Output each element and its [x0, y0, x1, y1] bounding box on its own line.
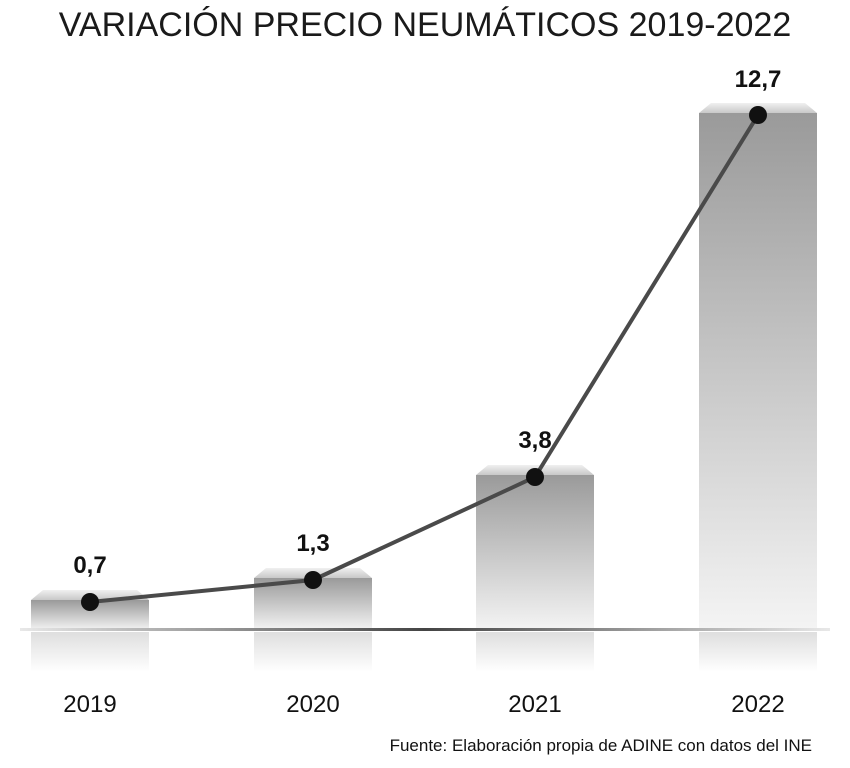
- bar-2019: [31, 590, 149, 672]
- category-label: 2019: [63, 691, 116, 718]
- bar-2022: [699, 103, 817, 672]
- category-label: 2020: [286, 691, 339, 718]
- point-2021: [526, 468, 544, 486]
- category-label: 2022: [731, 691, 784, 718]
- chart-title: VARIACIÓN PRECIO NEUMÁTICOS 2019-2022: [58, 6, 792, 44]
- baseline: [20, 628, 830, 631]
- data-label: 12,7: [735, 66, 782, 93]
- data-label: 3,8: [518, 427, 551, 454]
- bar-line-chart: 2019 0,7 2020 1,3 2021 3,8 2022 12,7: [20, 66, 830, 718]
- point-2019: [81, 593, 99, 611]
- point-2020: [304, 571, 322, 589]
- series-line: [89, 113, 760, 604]
- point-2022: [749, 106, 767, 124]
- data-label: 1,3: [296, 530, 329, 557]
- data-label: 0,7: [73, 552, 106, 579]
- category-label: 2021: [508, 691, 561, 718]
- source-note: Fuente: Elaboración propia de ADINE con …: [389, 736, 812, 755]
